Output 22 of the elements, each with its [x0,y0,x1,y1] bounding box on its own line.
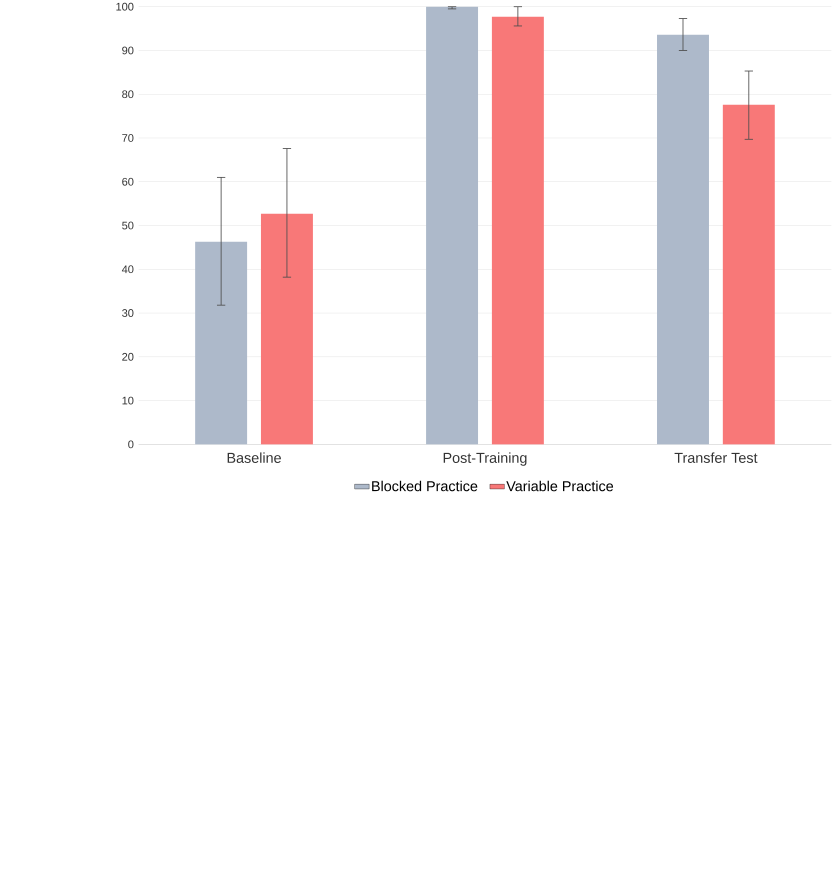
legend-label: Variable Practice [506,480,614,492]
bar [426,6,478,444]
x-tick-label: Baseline [228,452,282,463]
bar [261,214,314,444]
y-tick-label: 10 [122,396,134,404]
bar [195,242,248,444]
bar [657,34,710,444]
y-tick-label: 60 [122,178,134,186]
x-tick-label: Post-Training [444,452,527,466]
y-tick-label: 50 [122,222,134,230]
y-tick-label: 40 [122,265,134,274]
x-tick-label: Transfer Test [674,452,758,463]
bar [492,16,544,444]
y-tick-label: 90 [122,46,134,54]
y-tick-label: 20 [122,352,134,361]
y-tick-label: 30 [122,309,134,317]
y-tick-label: 100 [116,2,134,11]
bar [723,104,776,444]
y-tick-label: 80 [122,90,134,98]
y-tick-label: 70 [122,134,134,142]
legend-label: Blocked Practice [372,480,478,492]
y-tick-label: 0 [128,440,134,448]
